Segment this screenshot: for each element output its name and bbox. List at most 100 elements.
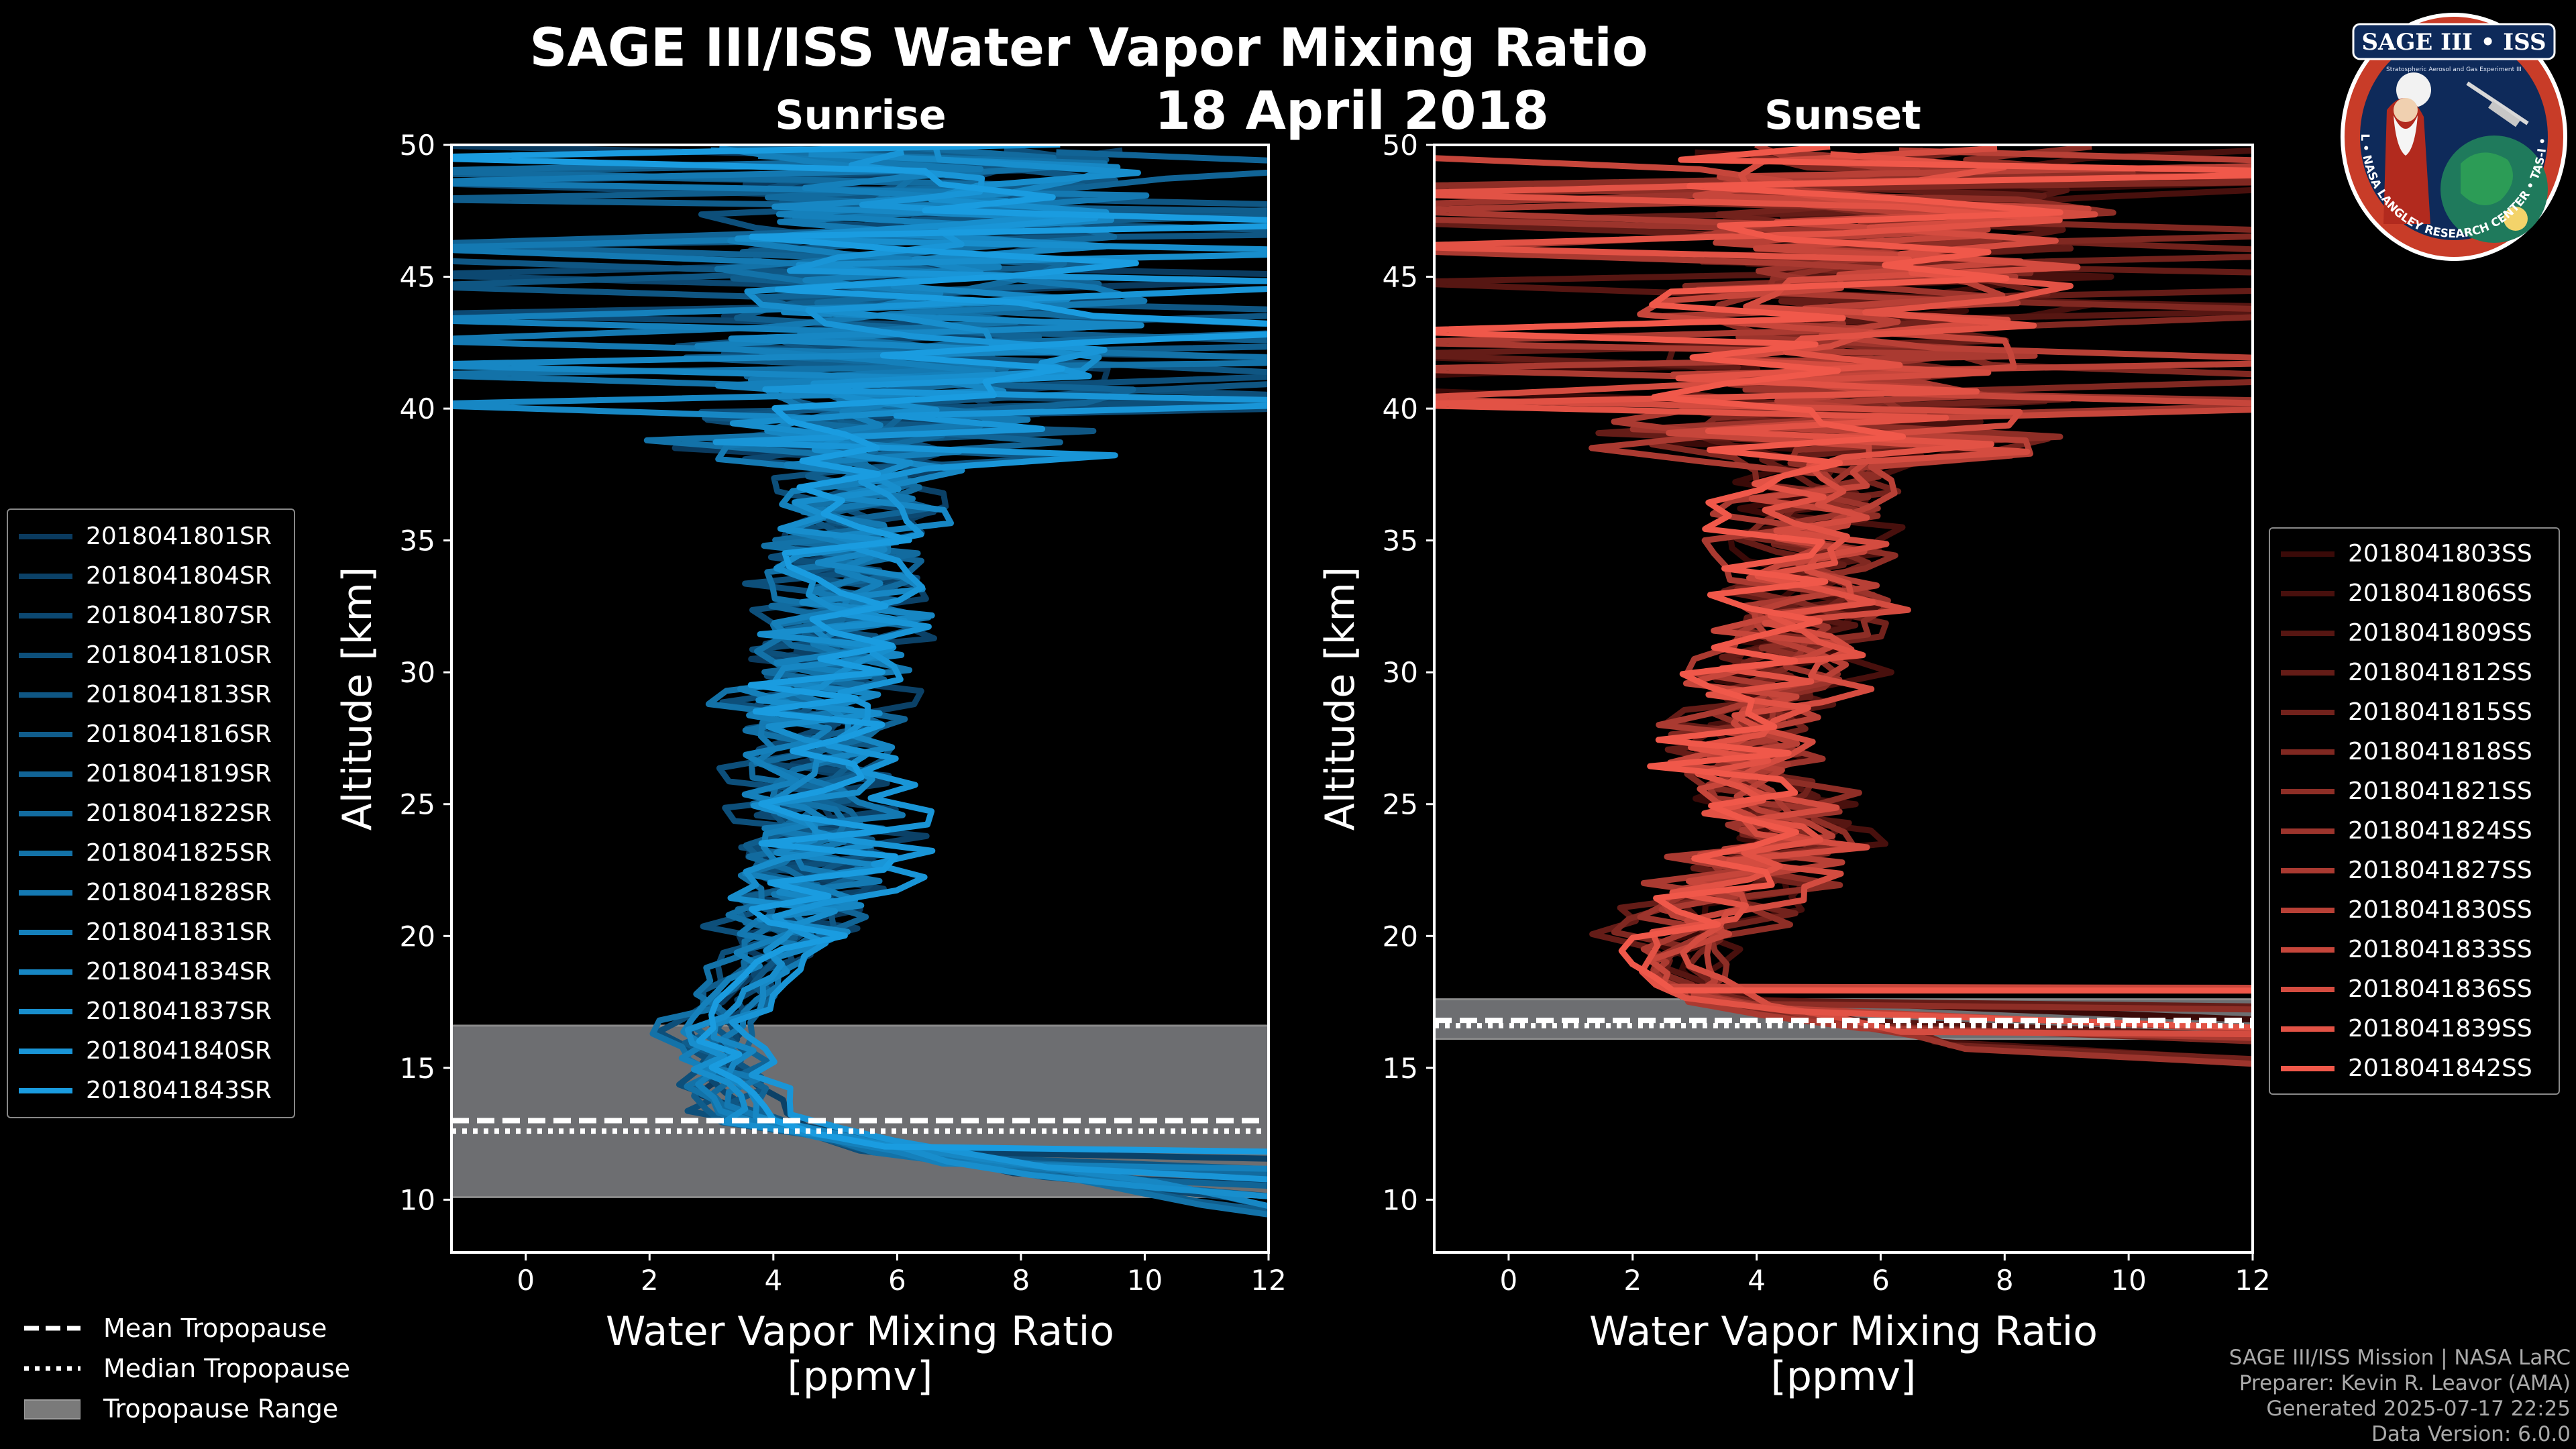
y-tick-label: 35 — [1383, 525, 1418, 557]
legend-swatch — [2281, 749, 2334, 755]
legend-item-2018041840SR: 2018041840SR — [8, 1031, 294, 1071]
legend-item-2018041824SS: 2018041824SS — [2270, 811, 2559, 851]
credit-generated: Generated 2025-07-17 22:25 — [2266, 1397, 2571, 1421]
x-tick-label: 6 — [1872, 1264, 1890, 1297]
legend-label: 2018041840SR — [86, 1037, 272, 1065]
legend-swatch — [2281, 1026, 2334, 1032]
logo-title: SAGE III • ISS — [2361, 29, 2546, 56]
sunset-legend: 2018041803SS 2018041806SS 2018041809SS 2018… — [2269, 527, 2560, 1095]
legend-label: 2018041821SS — [2348, 777, 2532, 805]
profile-line-2018041843SR — [451, 145, 1269, 1155]
legend-item-2018041813SR: 2018041813SR — [8, 675, 294, 714]
x-tick-label: 8 — [1012, 1264, 1030, 1297]
legend-label: 2018041827SS — [2348, 857, 2532, 884]
legend-label: 2018041819SR — [86, 760, 272, 788]
legend-swatch — [19, 533, 72, 539]
x-tick-label: 6 — [888, 1264, 906, 1297]
legend-item-2018041821SS: 2018041821SS — [2270, 771, 2559, 811]
legend-label: 2018041813SR — [86, 681, 272, 708]
axes-frame — [450, 144, 1270, 1254]
x-tick-label: 12 — [1250, 1264, 1286, 1297]
x-axis-label: Water Vapor Mixing Ratio — [606, 1308, 1114, 1355]
legend-item-2018041809SS: 2018041809SS — [2270, 613, 2559, 653]
profile-line-2018041833SS — [1434, 155, 2253, 991]
sunrise-panel: 0 2 4 6 8 10 12 10 15 20 25 30 35 40 45 50 Sunrise Water … — [334, 92, 1287, 1400]
legend-swatch — [19, 1087, 72, 1093]
x-axis-unit: [ppmv] — [788, 1353, 933, 1400]
credit-mission: SAGE III/ISS Mission | NASA LaRC — [2229, 1346, 2571, 1370]
legend-swatch — [2281, 867, 2334, 873]
y-tick-label: 15 — [1383, 1052, 1418, 1085]
legend-label: 2018041843SR — [86, 1077, 272, 1104]
x-axis-unit: [ppmv] — [1771, 1353, 1917, 1400]
legend-item-2018041807SR: 2018041807SR — [8, 596, 294, 635]
legend-swatch — [2281, 709, 2334, 715]
panel-title: Sunset — [1764, 92, 1921, 139]
x-axis-label: Water Vapor Mixing Ratio — [1589, 1308, 2098, 1355]
legend-item-2018041804SR: 2018041804SR — [8, 556, 294, 596]
legend-swatch — [19, 573, 72, 579]
legend-item-2018041827SS: 2018041827SS — [2270, 851, 2559, 890]
legend-swatch — [19, 929, 72, 935]
y-tick-label: 15 — [400, 1052, 435, 1085]
x-tick-label: 0 — [1500, 1264, 1518, 1297]
tropopause-range-label: Tropopause Range — [103, 1394, 339, 1424]
credits-block: SAGE III/ISS Mission | NASA LaRC Prepare… — [2229, 1345, 2571, 1447]
legend-label: 2018041830SS — [2348, 896, 2532, 924]
x-tick-label: 10 — [1127, 1264, 1163, 1297]
legend-label: 2018041839SS — [2348, 1015, 2532, 1042]
legend-label: 2018041816SR — [86, 720, 272, 748]
sage-mission-logo: SAGE III • ISS Stratospheric Aerosol and… — [2340, 9, 2567, 261]
y-tick-label: 50 — [1383, 129, 1418, 162]
profile-line-2018041839SS — [1434, 151, 2253, 1031]
legend-label: 2018041822SR — [86, 800, 272, 827]
legend-label: 2018041837SR — [86, 998, 272, 1025]
legend-label: 2018041815SS — [2348, 698, 2532, 726]
legend-item-2018041815SS: 2018041815SS — [2270, 692, 2559, 732]
x-tick-label: 2 — [1623, 1264, 1642, 1297]
y-tick-label: 20 — [1383, 920, 1418, 953]
legend-swatch — [19, 969, 72, 975]
profile-line-2018041842SS — [1434, 145, 2253, 994]
legend-label: 2018041825SR — [86, 839, 272, 867]
y-tick-label: 30 — [1383, 656, 1418, 689]
legend-label: 2018041824SS — [2348, 817, 2532, 845]
legend-item-2018041810SR: 2018041810SR — [8, 635, 294, 675]
legend-item-2018041833SS: 2018041833SS — [2270, 930, 2559, 969]
y-tick-label: 45 — [400, 261, 435, 294]
legend-label: 2018041842SS — [2348, 1055, 2532, 1082]
x-tick-label: 8 — [1996, 1264, 2014, 1297]
legend-swatch — [19, 850, 72, 856]
legend-item-2018041843SR: 2018041843SR — [8, 1071, 294, 1110]
y-tick-label: 25 — [1383, 788, 1418, 821]
legend-item-2018041839SS: 2018041839SS — [2270, 1009, 2559, 1049]
legend-swatch — [2281, 630, 2334, 636]
legend-label: 2018041831SR — [86, 918, 272, 946]
legend-label: 2018041833SS — [2348, 936, 2532, 963]
legend-item-2018041825SR: 2018041825SR — [8, 833, 294, 873]
axes-frame — [1433, 144, 2254, 1254]
legend-item-2018041830SS: 2018041830SS — [2270, 890, 2559, 930]
median-tropopause-label: Median Tropopause — [103, 1354, 350, 1383]
tropopause-range-legend-item: Tropopause Range — [24, 1389, 350, 1429]
legend-swatch — [19, 1008, 72, 1014]
legend-label: 2018041801SR — [86, 523, 272, 550]
credit-version: Data Version: 6.0.0 — [2371, 1422, 2571, 1446]
sunset-panel: 0 2 4 6 8 10 12 10 15 20 25 30 35 40 45 50 Sunset Water V… — [1317, 92, 2271, 1400]
profile-line-2018041834SR — [451, 151, 1269, 1210]
legend-item-2018041801SR: 2018041801SR — [8, 517, 294, 556]
median-tropopause-legend-item: Median Tropopause — [24, 1348, 350, 1389]
legend-label: 2018041807SR — [86, 602, 272, 629]
dotted-line-icon — [24, 1366, 80, 1371]
legend-swatch — [19, 771, 72, 777]
legend-item-2018041822SR: 2018041822SR — [8, 794, 294, 833]
legend-item-2018041818SS: 2018041818SS — [2270, 732, 2559, 771]
legend-swatch — [19, 810, 72, 816]
y-tick-label: 10 — [400, 1183, 435, 1216]
y-tick-label: 20 — [400, 920, 435, 953]
legend-item-2018041831SR: 2018041831SR — [8, 912, 294, 952]
legend-label: 2018041836SS — [2348, 975, 2532, 1003]
legend-label: 2018041828SR — [86, 879, 272, 906]
legend-item-2018041842SS: 2018041842SS — [2270, 1049, 2559, 1088]
